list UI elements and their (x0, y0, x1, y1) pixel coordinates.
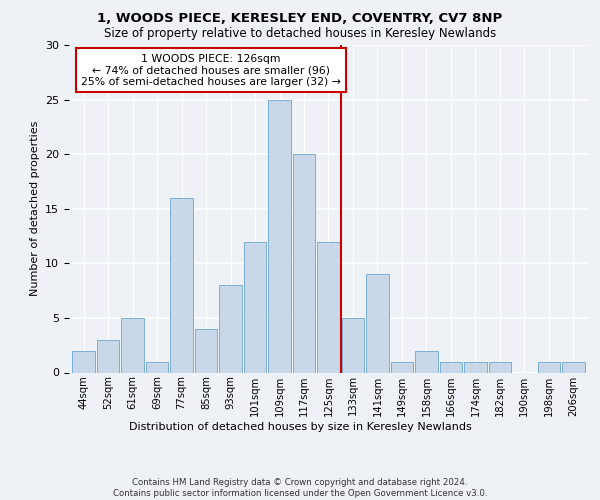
Bar (538, 362, 560, 372)
Bar (415, 350, 437, 372)
Text: Distribution of detached houses by size in Keresley Newlands: Distribution of detached houses by size … (128, 422, 472, 432)
Bar (293, 154, 315, 372)
Bar (562, 362, 584, 372)
Bar (244, 242, 266, 372)
Bar (220, 285, 242, 372)
Bar (317, 242, 340, 372)
Y-axis label: Number of detached properties: Number of detached properties (29, 121, 40, 296)
Text: 1, WOODS PIECE, KERESLEY END, COVENTRY, CV7 8NP: 1, WOODS PIECE, KERESLEY END, COVENTRY, … (97, 12, 503, 26)
Bar (366, 274, 389, 372)
Bar (488, 362, 511, 372)
Text: Contains HM Land Registry data © Crown copyright and database right 2024.
Contai: Contains HM Land Registry data © Crown c… (113, 478, 487, 498)
Bar (97, 340, 119, 372)
Bar (170, 198, 193, 372)
Bar (121, 318, 144, 372)
Bar (342, 318, 364, 372)
Text: 1 WOODS PIECE: 126sqm
← 74% of detached houses are smaller (96)
25% of semi-deta: 1 WOODS PIECE: 126sqm ← 74% of detached … (81, 54, 341, 87)
Bar (73, 350, 95, 372)
Bar (146, 362, 169, 372)
Bar (440, 362, 462, 372)
Text: Size of property relative to detached houses in Keresley Newlands: Size of property relative to detached ho… (104, 28, 496, 40)
Bar (464, 362, 487, 372)
Bar (268, 100, 291, 372)
Bar (195, 329, 217, 372)
Bar (391, 362, 413, 372)
